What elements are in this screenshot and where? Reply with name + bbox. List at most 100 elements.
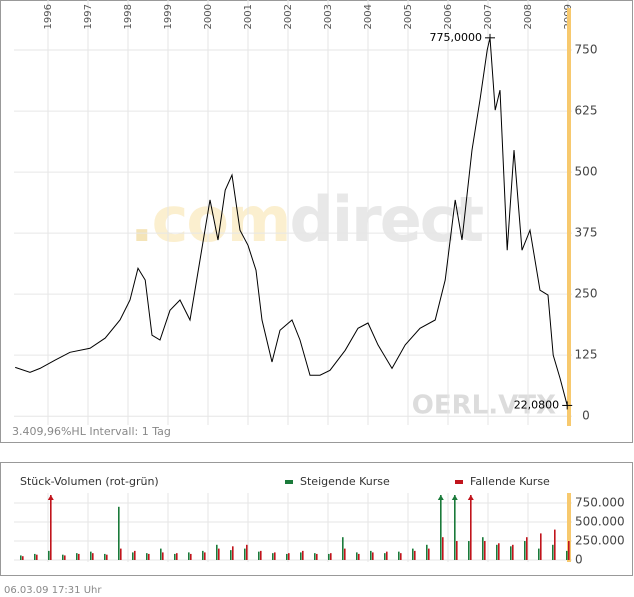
volume-bar <box>176 553 178 560</box>
x-tick-label: 1996 <box>43 4 54 29</box>
volume-bar <box>48 550 50 560</box>
y-tick-label: 250.000 <box>575 534 625 548</box>
watermark-part: . <box>130 183 152 256</box>
volume-bar <box>216 544 218 560</box>
volume-bar <box>498 543 500 560</box>
volume-bar <box>162 552 164 560</box>
volume-bar <box>174 553 176 560</box>
volume-bar <box>426 544 428 560</box>
x-tick-label: 2002 <box>283 4 294 29</box>
volume-bar <box>190 553 192 560</box>
volume-bar <box>274 552 276 560</box>
volume-bar <box>34 553 36 560</box>
volume-bar <box>314 553 316 560</box>
volume-bar <box>118 506 120 560</box>
volume-bar <box>414 550 416 560</box>
volume-bar <box>106 554 108 560</box>
overflow-arrow <box>437 495 444 500</box>
volume-bar <box>64 555 66 560</box>
legend-label: Fallende Kurse <box>470 475 550 488</box>
y-tick-label: 625 <box>575 104 598 118</box>
watermark-text: .comdirect <box>130 183 484 256</box>
volume-bar <box>358 553 360 560</box>
volume-bar <box>370 550 372 560</box>
current-year-band <box>567 8 571 426</box>
volume-bar <box>258 551 260 560</box>
volume-bar <box>78 553 80 560</box>
volume-bar <box>218 548 220 560</box>
legend-swatch <box>285 480 293 484</box>
volume-bar <box>482 537 484 560</box>
volume-bar <box>372 552 374 560</box>
volume-bar <box>568 541 570 560</box>
overflow-arrow <box>467 495 474 500</box>
y-tick-label: 0 <box>575 553 583 567</box>
legend-swatch <box>455 480 463 484</box>
volume-bar <box>230 550 232 560</box>
volume-bar <box>356 552 358 560</box>
volume-bar <box>524 541 526 560</box>
volume-bar <box>160 548 162 560</box>
volume-bar <box>302 550 304 560</box>
volume-bar <box>92 553 94 560</box>
x-tick-label: 2000 <box>203 4 214 29</box>
volume-title: Stück-Volumen (rot-grün) <box>20 475 159 488</box>
volume-bar <box>134 550 136 560</box>
volume-bar <box>22 556 24 560</box>
volume-bar <box>36 554 38 560</box>
y-tick-label: 500 <box>575 165 598 179</box>
x-tick-label: 2006 <box>443 4 454 29</box>
volume-bar <box>512 544 514 560</box>
volume-bar <box>496 544 498 560</box>
volume-bar <box>316 553 318 560</box>
volume-bar <box>288 553 290 560</box>
volume-bar <box>330 553 332 560</box>
x-tick-label: 2003 <box>323 4 334 29</box>
volume-bar <box>202 550 204 560</box>
volume-bar <box>246 544 248 560</box>
volume-bar <box>62 554 64 560</box>
overflow-arrow <box>47 495 54 500</box>
y-tick-label: 0 <box>582 409 590 423</box>
volume-bar <box>120 548 122 560</box>
volume-bar <box>328 553 330 560</box>
volume-bar <box>540 533 542 560</box>
volume-bar <box>400 553 402 560</box>
x-tick-label: 2001 <box>243 4 254 29</box>
watermark-part: direct <box>290 183 484 256</box>
volume-bar <box>442 537 444 560</box>
footer-label: 3.409,96%HL Intervall: 1 Tag <box>12 425 171 438</box>
y-tick-label: 375 <box>575 226 598 240</box>
x-tick-label: 2004 <box>363 4 374 29</box>
overflow-arrow <box>451 495 458 500</box>
volume-bar <box>554 529 556 560</box>
x-tick-label: 2008 <box>523 4 534 29</box>
watermark-part: com <box>152 183 290 256</box>
volume-bar <box>104 553 106 560</box>
volume-bar <box>300 552 302 560</box>
volume-bar <box>468 541 470 560</box>
volume-bar <box>538 548 540 560</box>
volume-bar <box>188 552 190 560</box>
volume-bar <box>20 555 22 560</box>
volume-bar <box>342 537 344 560</box>
volume-bar <box>146 553 148 560</box>
volume-bar <box>398 551 400 560</box>
price-chart: 1996 1997 1998 1999 2000 2001 2002 2003 2004 2005… <box>12 0 597 438</box>
y-tick-label: 750 <box>575 43 598 57</box>
y-tick-label: 250 <box>575 287 598 301</box>
current-year-band <box>567 493 571 562</box>
volume-bar <box>412 548 414 560</box>
volume-bar <box>484 541 486 560</box>
y-tick-label: 125 <box>575 348 598 362</box>
volume-bar <box>566 550 568 560</box>
volume-bar <box>76 553 78 560</box>
volume-bar <box>244 548 246 560</box>
volume-bar <box>510 546 512 560</box>
volume-bar <box>90 551 92 560</box>
volume-bar <box>384 553 386 560</box>
x-tick-label: 2007 <box>483 4 494 29</box>
volume-bar <box>456 541 458 560</box>
timestamp: 06.03.09 17:31 Uhr <box>4 585 102 596</box>
